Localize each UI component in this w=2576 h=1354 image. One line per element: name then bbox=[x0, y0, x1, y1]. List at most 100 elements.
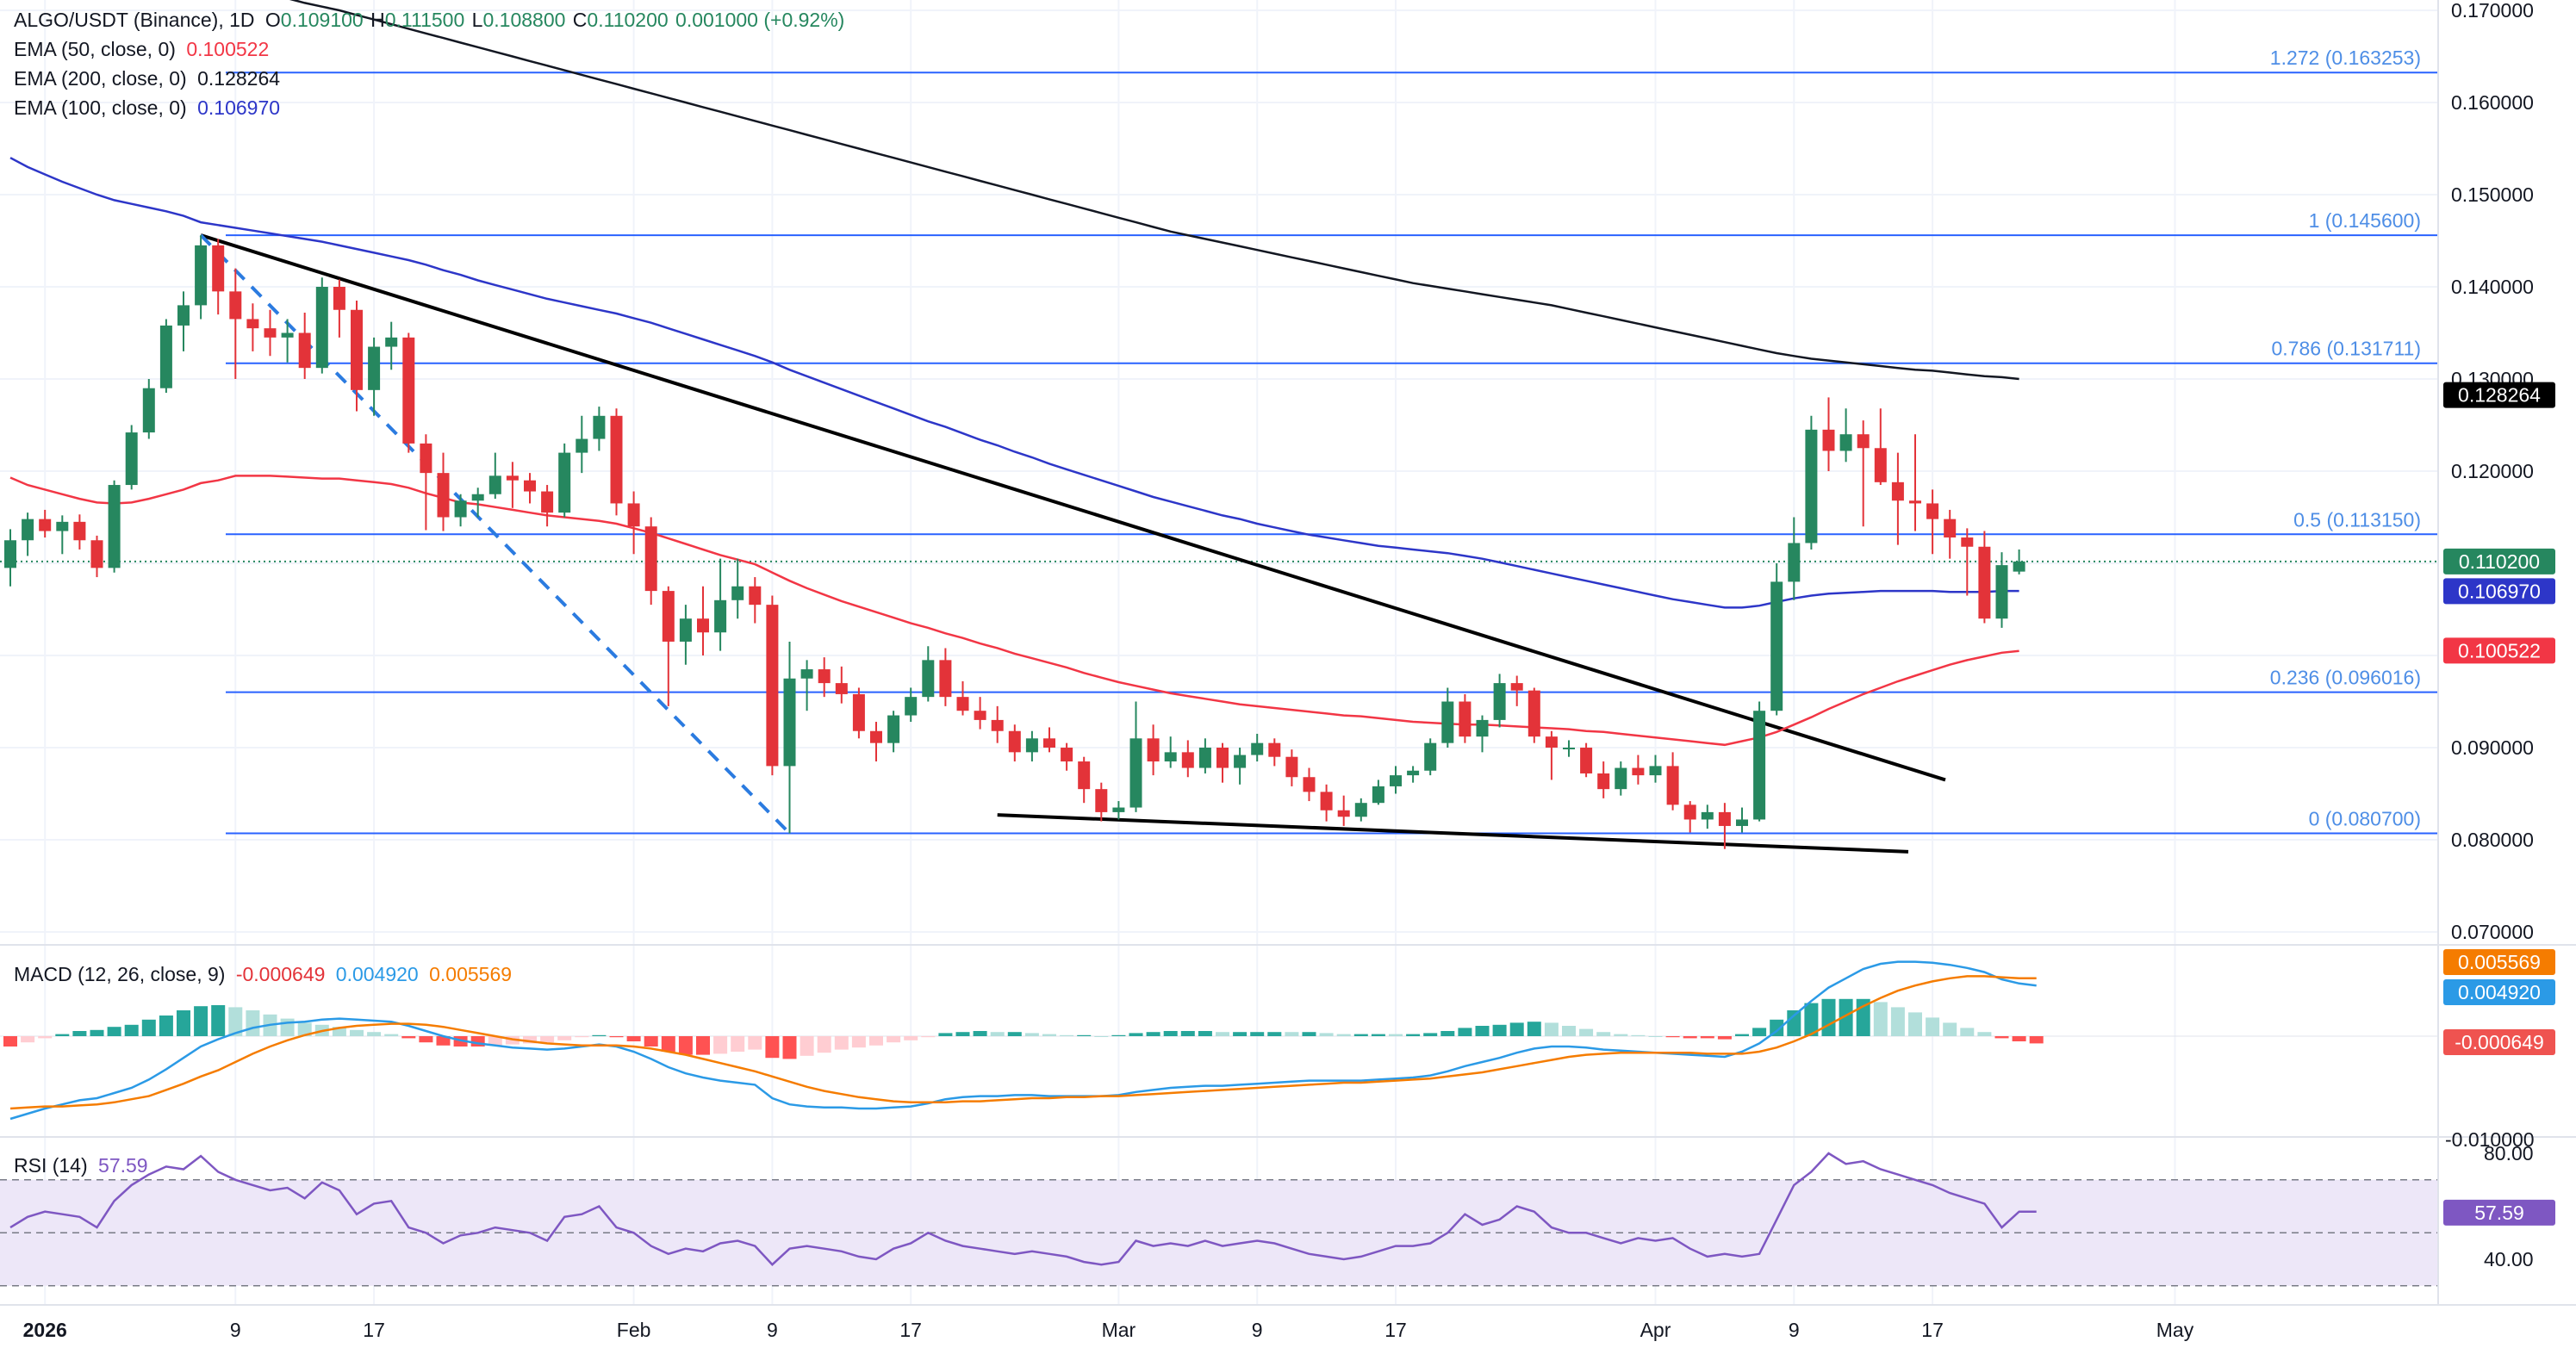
ema100-label: EMA (100, close, 0) bbox=[14, 96, 187, 119]
candle-down bbox=[1597, 773, 1610, 790]
macd-histogram-bar bbox=[817, 1036, 831, 1053]
macd-histogram-bar bbox=[904, 1036, 918, 1040]
candle-up bbox=[1476, 719, 1489, 737]
time-axis[interactable]: 2026 9 17 Feb 9 17 Mar 9 17 Apr 9 17 May bbox=[23, 1319, 2194, 1341]
candle-up bbox=[385, 337, 398, 347]
candle-up bbox=[56, 521, 69, 531]
macd-histogram-bar bbox=[626, 1036, 641, 1041]
candle-up bbox=[783, 678, 796, 767]
macd-histogram-bar bbox=[540, 1036, 555, 1043]
macd-histogram-bar bbox=[401, 1036, 416, 1039]
ema50-label: EMA (50, close, 0) bbox=[14, 38, 176, 60]
macd-line-value: 0.004920 bbox=[335, 963, 419, 985]
macd-histogram-bar bbox=[523, 1036, 537, 1044]
price-tick-label: 0.150000 bbox=[2451, 183, 2534, 206]
candle-down bbox=[1043, 738, 1055, 748]
candle-down bbox=[524, 480, 536, 492]
macd-hist-badge: -0.000649 bbox=[2455, 1031, 2544, 1053]
candlesticks bbox=[4, 235, 2025, 849]
candle-down bbox=[351, 309, 363, 390]
macd-histogram-bar bbox=[678, 1036, 693, 1055]
macd-signal-value: 0.005569 bbox=[429, 963, 513, 985]
candle-up bbox=[1424, 742, 1437, 771]
ema100-legend[interactable]: EMA (100, close, 0) 0.106970 bbox=[14, 93, 285, 122]
ema50-legend[interactable]: EMA (50, close, 0) 0.100522 bbox=[14, 34, 274, 64]
candle-down bbox=[1822, 429, 1835, 451]
candle-up bbox=[315, 287, 328, 369]
macd-label: MACD (12, 26, close, 9) bbox=[14, 963, 226, 985]
downtrend-line bbox=[200, 233, 1946, 782]
macd-histogram-bar bbox=[1267, 1032, 1282, 1036]
macd-histogram-bar bbox=[159, 1016, 173, 1036]
macd-tick-label: -0.010000 bbox=[2445, 1128, 2535, 1151]
price-badges: 0.128264 0.110200 0.106970 0.100522 0.005569… bbox=[2443, 382, 2555, 1226]
candle-down bbox=[1580, 748, 1593, 773]
ohlc-low: L0.108800 bbox=[471, 9, 566, 31]
candle-down bbox=[402, 337, 415, 444]
ohlc-high: H0.111500 bbox=[370, 9, 465, 31]
price-axis[interactable]: 0.1700000.1600000.1500000.1400000.130000… bbox=[2445, 0, 2535, 1270]
macd-histogram-bar bbox=[557, 1036, 572, 1040]
candle-up bbox=[800, 669, 813, 679]
macd-histogram-bar bbox=[38, 1036, 53, 1039]
macd-histogram-bar bbox=[1544, 1022, 1559, 1036]
candle-up bbox=[1615, 767, 1627, 790]
macd-histogram-bar bbox=[661, 1036, 675, 1052]
price-tick-label: 0.140000 bbox=[2451, 276, 2534, 298]
time-tick-label: 9 bbox=[1789, 1319, 1800, 1341]
price-tick-label: 0.120000 bbox=[2451, 460, 2534, 482]
candle-up bbox=[1407, 770, 1420, 776]
price-tick-label: 0.160000 bbox=[2451, 91, 2534, 114]
candle-up bbox=[731, 586, 744, 600]
candle-up bbox=[1736, 819, 1748, 826]
macd-histogram-bar bbox=[1042, 1034, 1056, 1036]
ema100-value: 0.106970 bbox=[197, 96, 281, 119]
candle-up bbox=[281, 332, 294, 338]
macd-histogram-bar bbox=[1389, 1034, 1403, 1036]
macd-histogram-bar bbox=[1423, 1033, 1438, 1036]
macd-histogram-bar bbox=[1804, 1003, 1819, 1036]
macd-histogram-bar bbox=[1821, 998, 1836, 1036]
macd-histogram-bar bbox=[1440, 1031, 1455, 1036]
macd-histogram-bar bbox=[1665, 1036, 1680, 1038]
macd-histogram-bar bbox=[955, 1032, 970, 1036]
macd-histogram-bar bbox=[297, 1022, 312, 1036]
candle-up bbox=[2013, 561, 2025, 572]
macd-histogram-bar bbox=[1111, 1034, 1126, 1036]
candle-down bbox=[1632, 767, 1645, 776]
candle-up bbox=[368, 346, 381, 390]
candle-down bbox=[212, 245, 225, 292]
macd-line bbox=[9, 960, 2037, 1121]
macd-histogram-bar bbox=[869, 1036, 883, 1046]
candle-down bbox=[1147, 738, 1160, 762]
macd-histogram-bar bbox=[1406, 1034, 1421, 1036]
macd-histogram-bar bbox=[1926, 1017, 1940, 1036]
symbol-title[interactable]: ALGO/USDT (Binance), 1D bbox=[14, 9, 255, 31]
macd-histogram-bar bbox=[1094, 1036, 1109, 1037]
candle-down bbox=[1545, 736, 1558, 748]
candle-up bbox=[1770, 581, 1783, 711]
macd-histogram-bar bbox=[1943, 1022, 1957, 1036]
macd-line-badge: 0.004920 bbox=[2458, 981, 2541, 1003]
ema100-badge: 0.106970 bbox=[2458, 580, 2541, 602]
candle-up bbox=[1563, 748, 1575, 749]
candle-up bbox=[108, 485, 121, 568]
macd-histogram-bar bbox=[1371, 1034, 1385, 1036]
candle-down bbox=[1459, 701, 1472, 737]
ema200-legend[interactable]: EMA (200, close, 0) 0.128264 bbox=[14, 64, 285, 93]
time-tick-label: 2026 bbox=[23, 1319, 67, 1341]
macd-legend[interactable]: MACD (12, 26, close, 9) -0.000649 0.0049… bbox=[14, 960, 517, 989]
candle-down bbox=[1061, 748, 1073, 762]
close-price-badge: 0.110200 bbox=[2459, 550, 2540, 573]
candle-down bbox=[1320, 792, 1333, 811]
macd-pane bbox=[0, 960, 2438, 1121]
macd-histogram-bar bbox=[1319, 1033, 1334, 1036]
candle-down bbox=[1909, 500, 1921, 504]
support-line bbox=[997, 813, 1909, 854]
macd-histogram-bar bbox=[1735, 1034, 1749, 1036]
candle-down bbox=[697, 618, 709, 633]
candle-down bbox=[541, 491, 554, 513]
candle-down bbox=[1008, 730, 1021, 753]
candle-down bbox=[333, 287, 345, 310]
rsi-legend[interactable]: RSI (14) 57.59 bbox=[14, 1151, 153, 1180]
